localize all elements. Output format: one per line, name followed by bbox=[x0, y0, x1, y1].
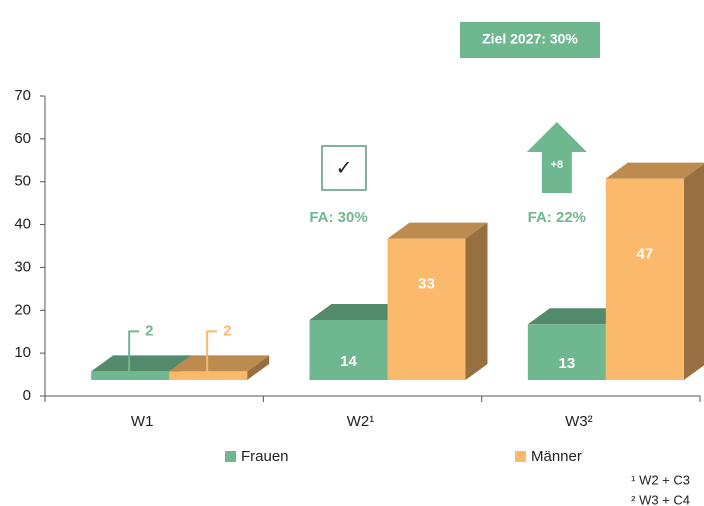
y-tick-label: 70 bbox=[14, 87, 31, 104]
annotation: FA: 22% bbox=[528, 209, 586, 226]
bar bbox=[91, 371, 170, 380]
arrow-label: +8 bbox=[551, 159, 564, 171]
bar-top bbox=[309, 304, 410, 320]
value-label: 2 bbox=[223, 322, 231, 339]
y-tick-label: 20 bbox=[14, 301, 31, 318]
y-tick-label: 10 bbox=[14, 344, 31, 361]
bar-side bbox=[465, 222, 488, 380]
y-tick-label: 0 bbox=[23, 387, 31, 404]
bar bbox=[169, 371, 248, 380]
footnote: ¹ W2 + C3 bbox=[631, 472, 690, 487]
bar-top bbox=[605, 162, 704, 179]
check-box bbox=[321, 145, 367, 191]
y-tick-label: 40 bbox=[14, 216, 31, 233]
value-label: 47 bbox=[636, 245, 653, 262]
legend-swatch bbox=[515, 451, 526, 462]
bar bbox=[527, 324, 606, 380]
footnote: ² W3 + C4 bbox=[631, 492, 690, 506]
x-tick-label: W2¹ bbox=[347, 413, 375, 430]
annotation: FA: 30% bbox=[309, 209, 367, 226]
value-label: 2 bbox=[145, 322, 153, 339]
bar bbox=[387, 238, 466, 380]
bar-top bbox=[527, 308, 628, 325]
legend-swatch bbox=[225, 451, 236, 462]
y-tick-label: 60 bbox=[14, 130, 31, 147]
y-tick-label: 50 bbox=[14, 173, 31, 190]
bar-top bbox=[169, 355, 270, 372]
goal-label: Ziel 2027: 30% bbox=[482, 31, 578, 47]
x-tick-label: W3² bbox=[565, 413, 593, 430]
bar-side bbox=[683, 163, 704, 380]
value-label: 13 bbox=[558, 355, 575, 372]
bar-top bbox=[91, 355, 192, 372]
value-label: 14 bbox=[340, 353, 357, 370]
arrow bbox=[526, 122, 587, 193]
goal-box bbox=[460, 22, 600, 58]
y-tick-label: 30 bbox=[14, 258, 31, 275]
legend-label: Frauen bbox=[241, 448, 289, 465]
callout bbox=[206, 330, 218, 372]
callout bbox=[128, 330, 140, 372]
bar bbox=[309, 320, 388, 380]
legend-label: Männer bbox=[531, 448, 582, 465]
bar bbox=[605, 178, 684, 380]
bar-side bbox=[247, 355, 270, 380]
x-tick-label: W1 bbox=[131, 413, 154, 430]
bar-top bbox=[387, 222, 488, 239]
check-mark: ✓ bbox=[336, 157, 353, 179]
value-label: 33 bbox=[418, 275, 435, 292]
